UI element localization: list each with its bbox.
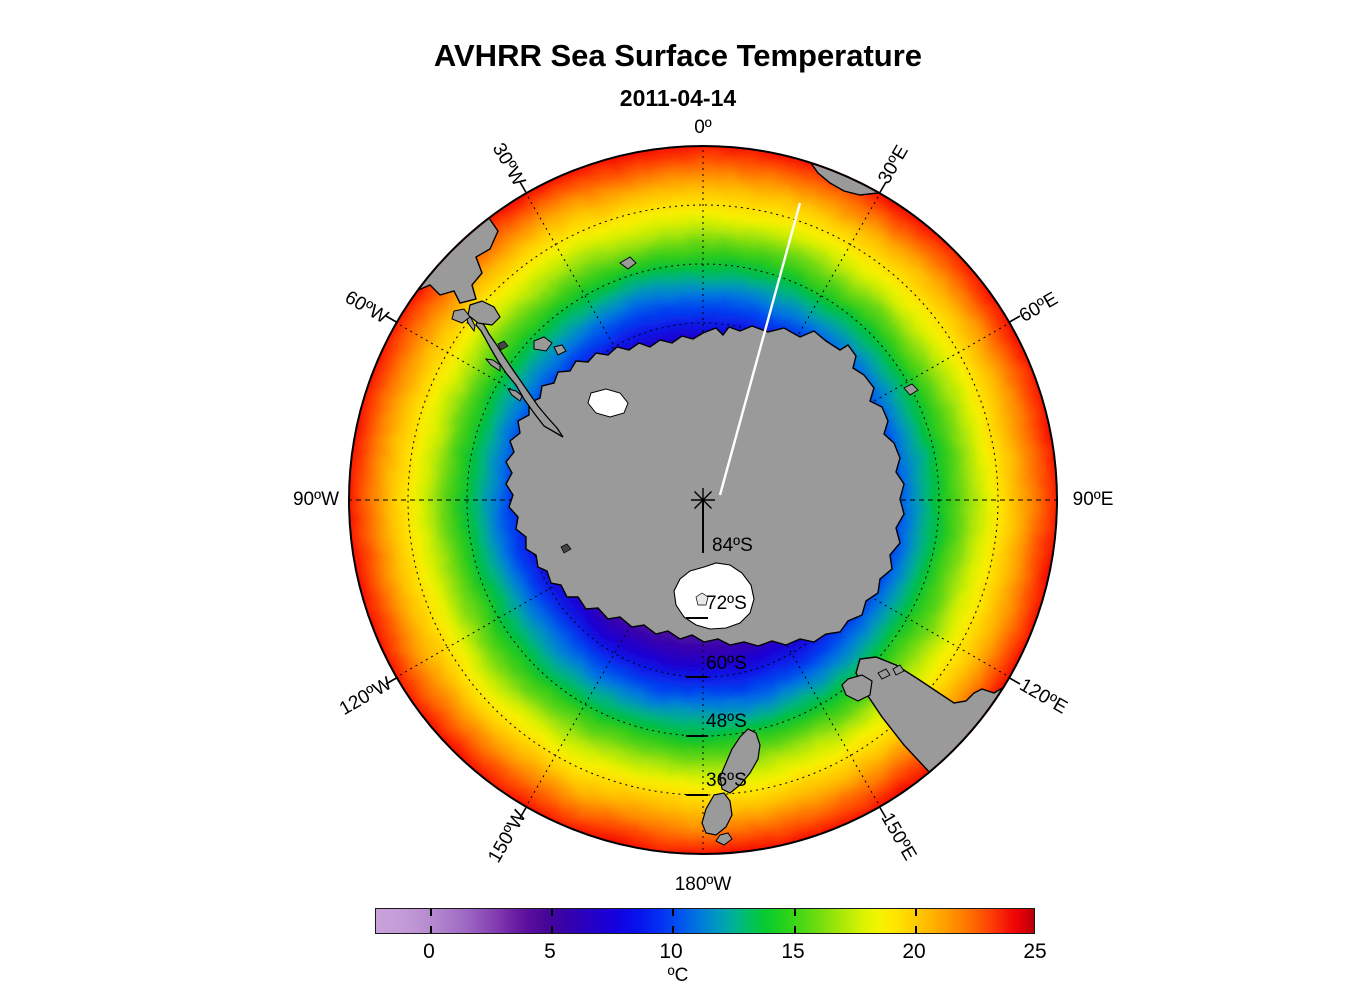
landmass-small-islands (497, 340, 919, 554)
landmass-new-zealand (701, 728, 761, 846)
colorbar-tick-0b (430, 926, 432, 933)
lat-label-84s: 84ºS (712, 535, 753, 556)
lon-label-90w: 90ºW (292, 489, 340, 510)
colorbar-tick-0 (430, 909, 432, 916)
landmass-antarctica (465, 313, 905, 647)
lon-label-90e: 90ºE (1072, 489, 1114, 510)
colorbar-ticklabel-15: 15 (781, 940, 805, 963)
colorbar-tick-10b (672, 926, 674, 933)
lon-label-0: 0º (694, 117, 712, 138)
graticule-meridians (350, 147, 1056, 853)
colorbar-gradient (376, 909, 1034, 933)
polar-map: 0º 30ºE 60ºE 90ºE 120ºE 150ºE 180ºW 150º… (293, 117, 1113, 895)
colorbar-ticklabel-0: 0 (423, 940, 435, 963)
lat-label-36s: 36ºS (706, 770, 747, 791)
lat-label-72s: 72ºS (706, 593, 747, 614)
colorbar[interactable] (375, 908, 1035, 934)
colorbar-ticklabel-5: 5 (544, 940, 556, 963)
page-subtitle: 2011-04-14 (619, 85, 737, 111)
polar-map-svg (348, 145, 1058, 855)
ross-ice-shelf (673, 562, 755, 630)
data-gap-streak (718, 202, 802, 496)
colorbar-unit-label: ºC (667, 965, 689, 986)
colorbar-tick-5b (551, 926, 553, 933)
lat-label-60s: 60ºS (706, 653, 747, 674)
colorbar-ticklabel-25: 25 (1023, 940, 1047, 963)
colorbar-tick-20b (915, 926, 917, 933)
colorbar-tick-15 (794, 909, 796, 916)
colorbar-tick-10 (672, 909, 674, 916)
lon-label-180w: 180ºW (674, 874, 732, 895)
colorbar-tick-20 (915, 909, 917, 916)
colorbar-tick-15b (794, 926, 796, 933)
colorbar-ticklabel-10: 10 (659, 940, 683, 963)
colorbar-ticklabel-20: 20 (902, 940, 926, 963)
lon-ticks (348, 145, 1058, 855)
colorbar-tick-5 (551, 909, 553, 916)
lat-label-48s: 48ºS (706, 711, 747, 732)
page-title: AVHRR Sea Surface Temperature (433, 38, 923, 73)
lat-ticks (686, 617, 708, 796)
